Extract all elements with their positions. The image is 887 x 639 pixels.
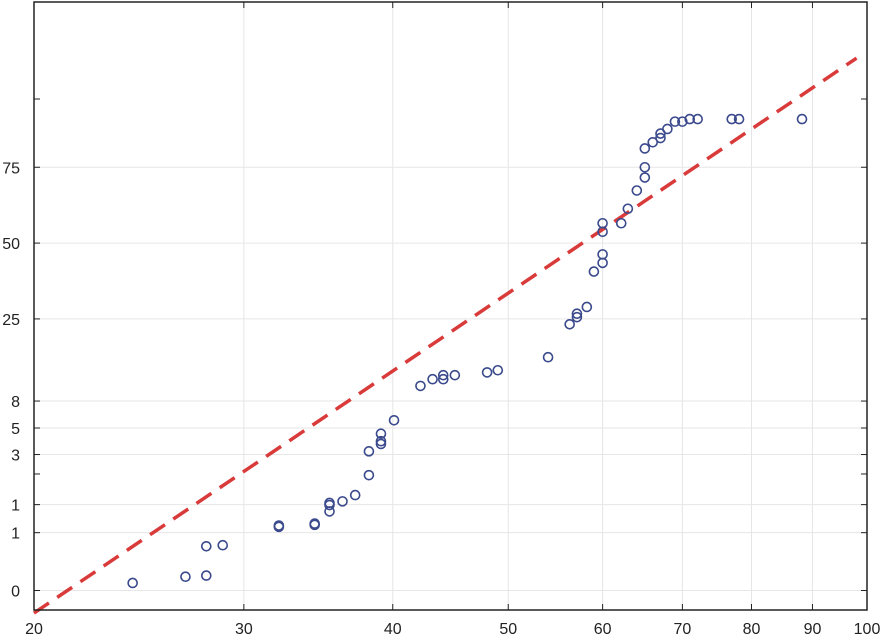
data-point: [363, 469, 375, 481]
data-point: [615, 217, 627, 229]
data-point: [337, 496, 348, 507]
data-point: [375, 428, 387, 439]
data-point: [492, 364, 504, 376]
data-point: [796, 113, 808, 125]
data-point: [309, 518, 320, 529]
data-point: [647, 136, 659, 148]
gridlines: [34, 2, 867, 610]
data-point: [349, 489, 361, 501]
data-point: [733, 113, 745, 125]
data-point: [726, 113, 738, 125]
data-point: [542, 351, 554, 363]
x-tick-label: 70: [673, 621, 691, 638]
data-point: [415, 380, 426, 392]
data-point: [273, 520, 285, 531]
data-point: [597, 249, 608, 260]
data-point: [571, 308, 583, 319]
y-tick-label: 3: [11, 448, 20, 465]
y-tick-label: 75: [2, 160, 20, 177]
data-point: [639, 143, 651, 154]
x-tick-label: 30: [235, 621, 253, 638]
plot-background: [34, 2, 867, 610]
data-point: [437, 369, 449, 381]
data-point: [662, 123, 673, 135]
y-tick-label: 1: [11, 498, 20, 515]
data-point: [684, 113, 696, 125]
data-point: [217, 539, 229, 551]
y-tick-label: 1: [11, 526, 20, 543]
data-points: [127, 113, 808, 589]
data-point: [564, 319, 575, 330]
data-point: [639, 172, 651, 183]
x-tick-label: 100: [854, 621, 881, 638]
data-point: [375, 435, 387, 447]
y-tick-label: 8: [11, 394, 20, 411]
data-point: [200, 540, 212, 552]
data-point: [388, 414, 400, 426]
data-point: [677, 116, 688, 127]
data-point: [581, 301, 593, 313]
data-point: [597, 217, 608, 229]
x-tick-label: 50: [499, 621, 517, 638]
data-point: [437, 373, 449, 385]
data-point: [669, 116, 681, 127]
data-point: [200, 570, 212, 581]
fit-line-layer: [33, 56, 858, 615]
y-tick-label: 5: [11, 421, 20, 438]
data-point: [127, 577, 138, 589]
data-point: [639, 161, 651, 173]
data-point: [363, 446, 375, 457]
data-point: [588, 266, 600, 277]
data-point: [481, 367, 493, 378]
data-point: [655, 132, 666, 144]
y-tick-label: 25: [2, 312, 20, 329]
data-point: [324, 497, 335, 509]
data-point: [622, 203, 634, 215]
x-tick-label: 60: [594, 621, 612, 638]
x-tick-label: 90: [804, 621, 822, 638]
fit-line: [33, 56, 858, 615]
data-point: [449, 369, 461, 381]
data-point: [571, 311, 583, 323]
data-point: [427, 373, 438, 385]
plot-frame: [33, 1, 868, 611]
data-point: [631, 185, 643, 196]
data-point: [180, 571, 191, 583]
x-tick-label: 40: [384, 621, 402, 638]
x-tick-label: 20: [25, 621, 43, 638]
x-tick-label: 80: [743, 621, 761, 638]
y-tick-label: 50: [2, 236, 20, 253]
y-tick-label: 0: [11, 584, 20, 601]
data-point: [692, 113, 703, 125]
